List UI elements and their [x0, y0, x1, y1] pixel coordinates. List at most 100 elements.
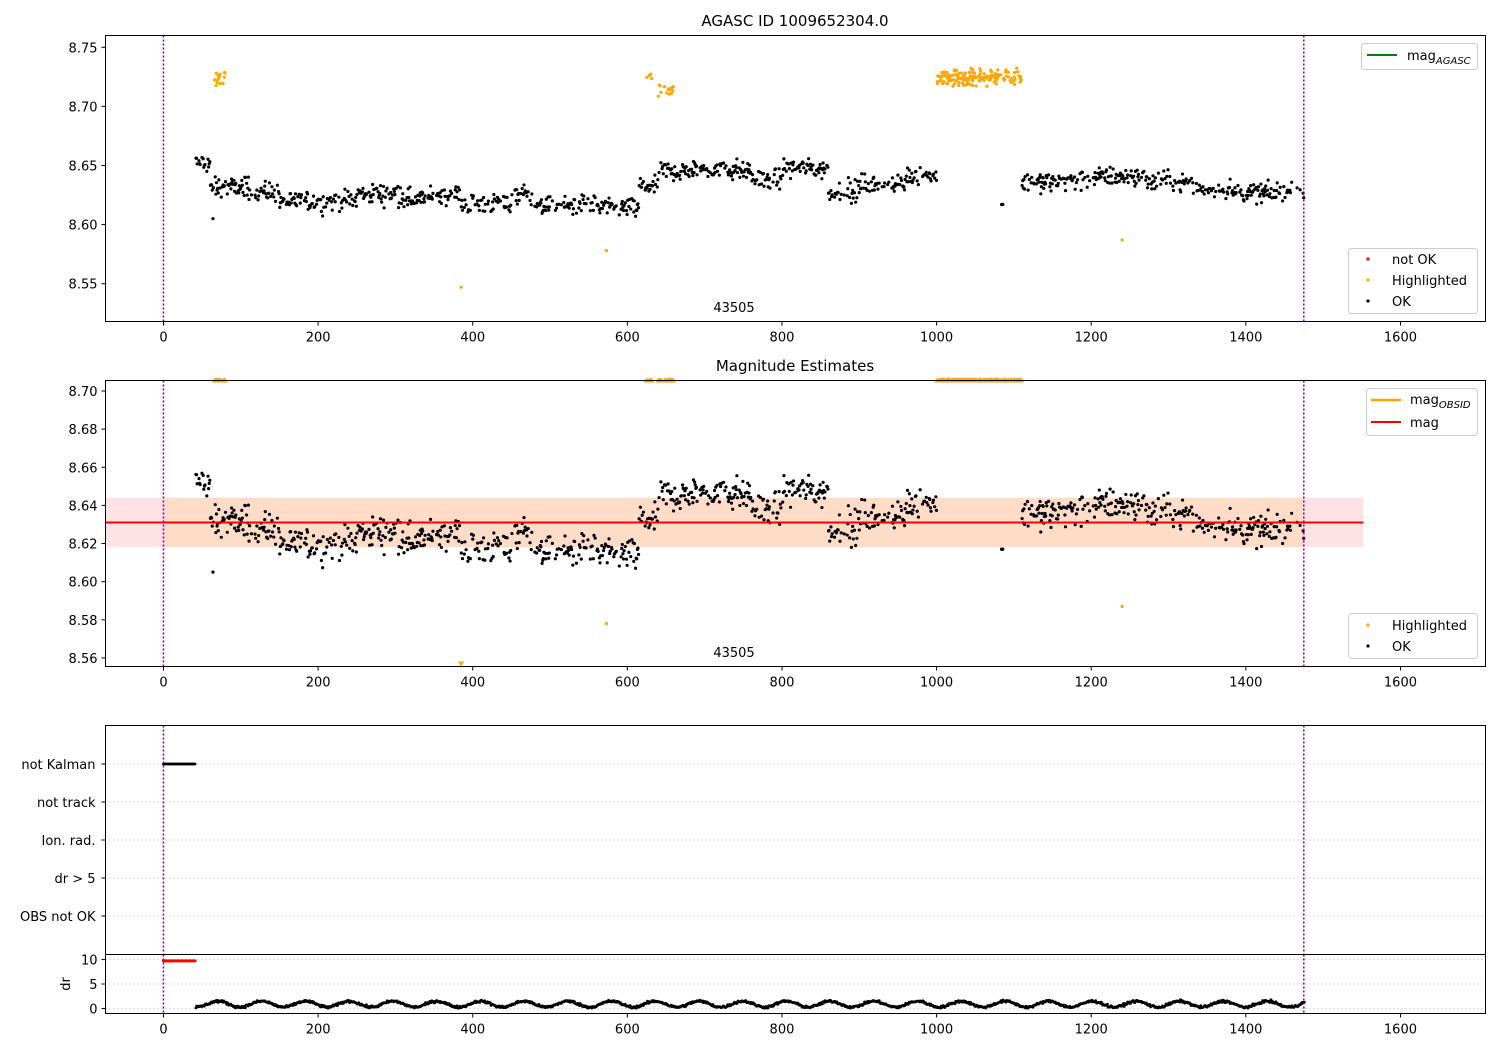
- ok-point: [1056, 181, 1060, 185]
- ok-point: [544, 197, 548, 201]
- ok-point: [690, 167, 694, 171]
- highlighted-point: [958, 71, 962, 75]
- highlighted-point: [659, 90, 663, 94]
- ok-point: [653, 182, 658, 187]
- ok-point: [201, 473, 205, 478]
- ok-point: [723, 489, 727, 493]
- ok-point: [863, 172, 867, 176]
- ok-point: [1115, 512, 1119, 516]
- ok-point: [604, 200, 608, 204]
- ok-point: [421, 191, 425, 195]
- ok-point: [215, 524, 219, 528]
- ok-point: [749, 495, 753, 500]
- ok-point: [671, 509, 676, 513]
- ok-point: [1104, 491, 1109, 496]
- ok-point: [237, 191, 241, 195]
- ok-point: [1123, 176, 1127, 181]
- ok-point: [567, 548, 571, 552]
- ok-point: [299, 536, 303, 540]
- ok-point: [241, 190, 245, 194]
- ok-point: [928, 506, 933, 510]
- highlighted-point: [994, 74, 998, 78]
- ok-point: [1079, 188, 1083, 192]
- ok-point: [515, 546, 519, 551]
- ok-point: [547, 556, 551, 560]
- ok-point: [899, 508, 904, 513]
- highlighted-point: [671, 85, 675, 89]
- ok-point: [1136, 498, 1141, 503]
- ok-point: [751, 177, 755, 182]
- ok-point: [1263, 190, 1267, 194]
- ok-point: [284, 202, 289, 207]
- ok-point: [389, 196, 393, 200]
- highlighted-point: [962, 78, 966, 82]
- ok-point: [431, 191, 435, 195]
- ok-point: [1034, 182, 1039, 186]
- ok-point: [1075, 178, 1080, 182]
- ok-point: [636, 202, 640, 206]
- ok-point: [724, 485, 728, 489]
- ok-point: [691, 501, 695, 505]
- ok-point: [1079, 524, 1083, 528]
- ok-point: [264, 192, 268, 196]
- ok-point: [713, 495, 717, 499]
- ok-point: [779, 506, 783, 510]
- ok-point: [1202, 192, 1206, 196]
- ok-point: [734, 488, 738, 492]
- highlighted-point: [982, 78, 986, 83]
- ok-point: [1168, 513, 1173, 517]
- x-tick-label: 1000: [920, 331, 953, 346]
- x-tick-label: 1400: [1229, 676, 1262, 691]
- ok-point: [258, 189, 262, 194]
- ok-point: [522, 516, 526, 520]
- ok-point: [906, 510, 910, 515]
- ok-point: [1086, 174, 1090, 178]
- highlighted-point: [1120, 604, 1124, 609]
- ok-point: [591, 208, 595, 212]
- ok-point: [577, 206, 581, 210]
- ok-point: [1159, 182, 1163, 186]
- ok-point: [698, 488, 702, 492]
- ok-point: [1063, 525, 1068, 529]
- ok-point: [804, 169, 808, 173]
- ok-point: [1025, 173, 1030, 177]
- ok-point: [392, 526, 396, 530]
- ok-point: [310, 546, 314, 550]
- ok-point: [855, 179, 860, 183]
- ok-point: [340, 541, 345, 545]
- ok-point: [354, 536, 358, 540]
- ok-point: [728, 491, 732, 495]
- ok-point: [562, 200, 566, 205]
- ok-point: [804, 493, 808, 497]
- ok-point: [382, 206, 386, 210]
- ok-point: [263, 184, 267, 188]
- ok-point: [475, 541, 480, 545]
- ok-point: [851, 537, 855, 541]
- ok-point: [345, 200, 349, 204]
- ok-point: [773, 167, 778, 171]
- ok-point: [859, 186, 863, 190]
- ok-point: [245, 513, 249, 517]
- ok-point: [1075, 507, 1080, 511]
- ok-point: [933, 176, 937, 180]
- ok-point: [1073, 523, 1077, 527]
- ok-point: [894, 183, 898, 187]
- ok-point: [254, 196, 258, 200]
- ok-point: [706, 174, 710, 179]
- ok-point: [370, 200, 374, 204]
- ok-point: [468, 208, 472, 212]
- ok-point: [706, 494, 711, 498]
- ok-point: [1288, 191, 1293, 195]
- ok-point: [857, 183, 861, 188]
- ok-point: [910, 171, 914, 175]
- ok-point: [652, 190, 656, 194]
- ok-point: [612, 555, 616, 559]
- ok-point: [516, 529, 521, 534]
- ok-point: [1053, 508, 1057, 512]
- ok-point: [1288, 528, 1293, 532]
- ok-point: [660, 489, 664, 493]
- ok-point: [528, 541, 532, 545]
- flag-label: OBS not OK: [20, 910, 96, 925]
- ok-point: [821, 161, 825, 165]
- ok-point: [559, 548, 563, 552]
